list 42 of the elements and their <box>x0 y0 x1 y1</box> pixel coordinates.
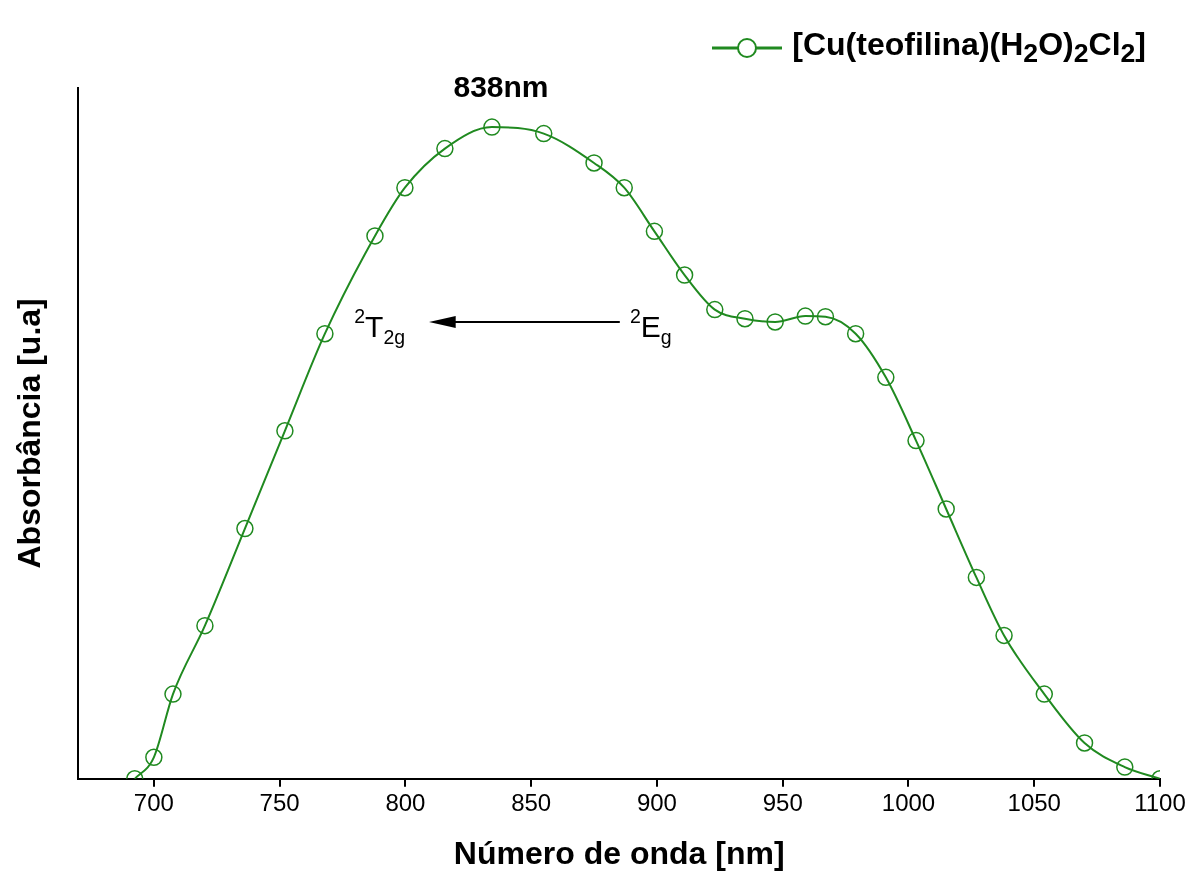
point <box>276 422 294 440</box>
point <box>145 748 163 767</box>
point <box>396 178 414 197</box>
point <box>846 324 865 343</box>
point <box>436 139 454 158</box>
point <box>236 519 254 538</box>
point <box>196 616 214 635</box>
x-axis-title: Número de onda [nm] <box>453 834 785 871</box>
point <box>164 685 182 703</box>
point <box>483 118 501 136</box>
point <box>937 500 955 518</box>
point <box>995 626 1013 645</box>
x-tick-label: 750 <box>259 788 300 816</box>
point <box>316 324 334 343</box>
x-tick-label: 1000 <box>881 788 936 816</box>
point <box>1035 685 1054 703</box>
point <box>816 308 835 326</box>
point <box>645 222 664 241</box>
point <box>766 313 784 331</box>
annotation: 838nm <box>453 70 549 104</box>
legend-label: [Cu(teofilina)(H$_{2}$O)$_{2}$Cl$_{2}$] <box>792 26 1146 70</box>
point <box>585 154 603 172</box>
x-tick-label: 800 <box>385 788 426 816</box>
point <box>736 309 754 328</box>
point <box>907 431 925 450</box>
y-axis-title: Absorbância [u.a] <box>11 298 48 569</box>
x-tick-label: 850 <box>511 788 552 816</box>
point <box>534 124 553 143</box>
point <box>706 300 724 319</box>
point <box>675 266 694 284</box>
x-tick-label: 900 <box>636 788 677 816</box>
x-tick-label: 950 <box>762 788 803 816</box>
point <box>877 368 895 387</box>
point <box>1116 758 1134 776</box>
x-tick-label: 1100 <box>1134 788 1186 816</box>
point <box>796 307 815 325</box>
point <box>615 178 633 197</box>
x-tick-label: 1050 <box>1007 788 1061 816</box>
x-tick-label: 700 <box>133 788 174 816</box>
point <box>366 227 384 245</box>
point <box>967 568 986 587</box>
point <box>1075 734 1094 752</box>
